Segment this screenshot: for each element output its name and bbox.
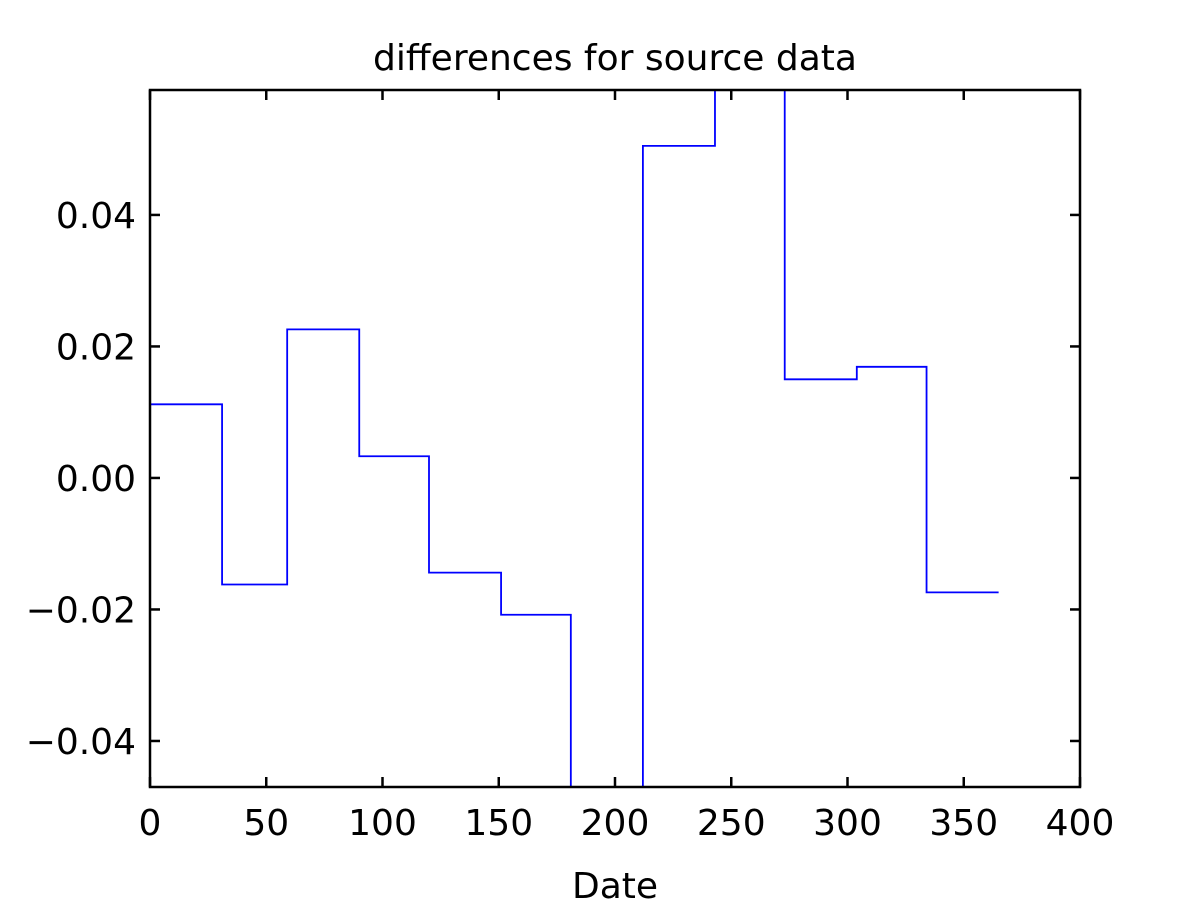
x-tick-label: 100 [348, 803, 417, 844]
y-tick-label: 0.02 [56, 327, 136, 368]
x-tick-label: 400 [1046, 803, 1115, 844]
y-tick-label: −0.02 [26, 590, 136, 631]
y-tick-label: −0.04 [26, 722, 136, 763]
x-tick-label: 350 [929, 803, 998, 844]
y-tick-label: 0.00 [56, 459, 136, 500]
x-axis-label: Date [572, 866, 658, 900]
series-layer [150, 90, 999, 787]
x-tick-label: 300 [813, 803, 882, 844]
chart-title: differences for source data [373, 38, 857, 79]
x-tick-label: 150 [464, 803, 533, 844]
x-tick-label: 0 [139, 803, 162, 844]
y-tick-label: 0.04 [56, 196, 136, 237]
x-tick-label: 250 [697, 803, 766, 844]
x-tick-label: 50 [243, 803, 289, 844]
x-tick-label: 200 [581, 803, 650, 844]
tick-layer: 0 50 100 150 200 250 300 350 400 −0.04 −0.02 0.00 0.… [26, 90, 1115, 844]
plot-frame [148, 88, 1082, 789]
series-step-line [150, 90, 999, 787]
